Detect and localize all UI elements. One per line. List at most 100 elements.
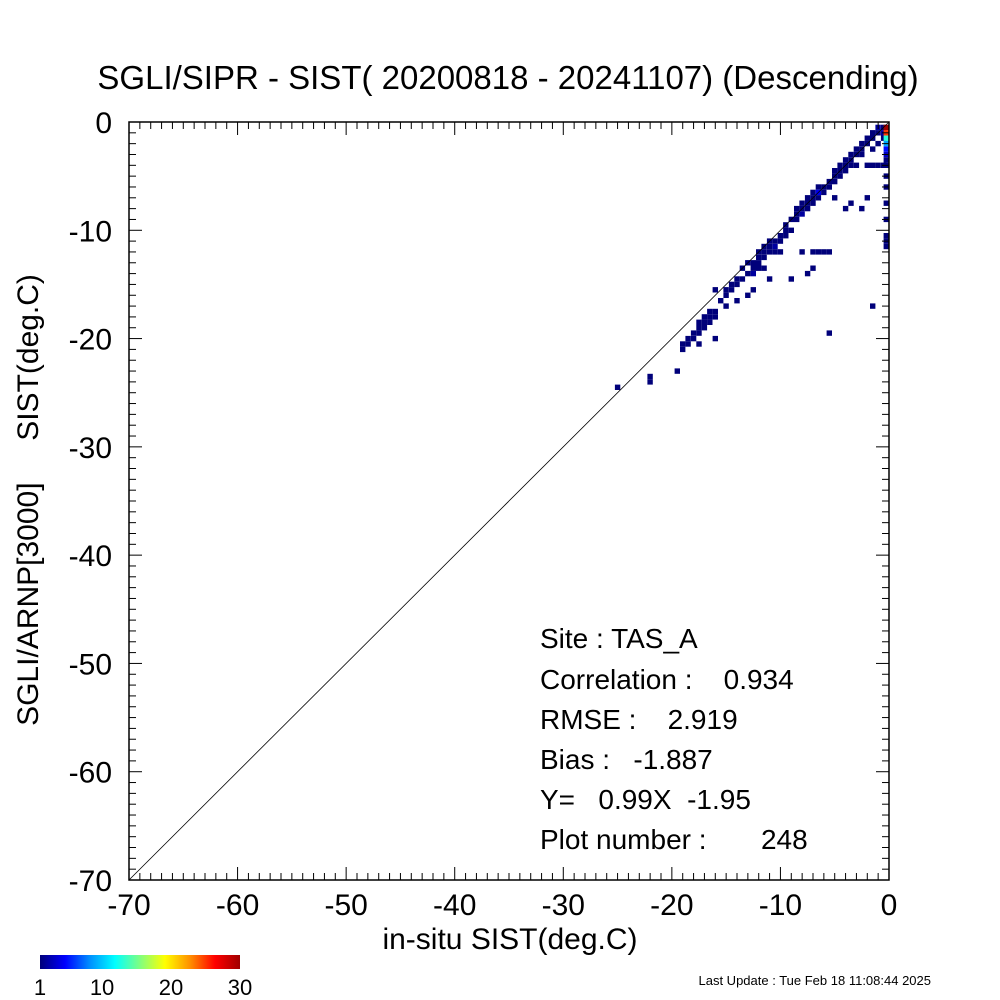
density-bin <box>870 146 876 152</box>
density-bin <box>690 335 697 342</box>
density-bin <box>794 205 800 212</box>
density-bin <box>723 287 729 293</box>
x-tick-label: -10 <box>759 889 802 922</box>
density-bin <box>842 157 849 163</box>
colorbar-tick-label: 1 <box>34 975 46 1000</box>
density-bin <box>837 162 843 168</box>
density-bin <box>848 200 854 206</box>
density-bin <box>745 292 751 298</box>
density-bin <box>875 140 881 147</box>
density-bin <box>674 368 680 374</box>
density-bin <box>810 265 816 271</box>
density-bin <box>701 314 708 320</box>
density-bin <box>883 146 889 152</box>
density-bin <box>614 384 621 390</box>
density-bin <box>837 173 843 179</box>
density-bin <box>647 373 653 380</box>
stats-bias: Bias : -1.887 <box>540 744 713 775</box>
stats-correlation: Correlation : 0.934 <box>540 664 794 695</box>
density-bin <box>728 287 735 293</box>
density-bin <box>810 249 816 255</box>
x-tick-label: -70 <box>107 889 150 922</box>
density-bin <box>647 379 653 385</box>
density-bin <box>826 184 832 190</box>
density-bin <box>832 178 838 185</box>
density-bin <box>804 195 811 201</box>
density-bin <box>883 157 889 163</box>
minor-ticks <box>129 122 889 880</box>
density-bin <box>723 303 729 309</box>
density-bin <box>696 341 702 347</box>
density-bin <box>842 205 849 212</box>
density-bin <box>826 249 832 255</box>
density-bin <box>821 249 827 255</box>
y-tick-label: -30 <box>69 432 112 465</box>
density-bin <box>821 189 827 196</box>
colorbar <box>40 955 240 969</box>
density-bin <box>772 249 778 255</box>
density-bin <box>815 195 822 201</box>
density-bin <box>826 330 832 336</box>
y-tick-label: -40 <box>69 540 112 573</box>
density-bin <box>804 270 811 277</box>
density-bin <box>756 265 762 271</box>
y-tick-label: -70 <box>69 865 112 898</box>
density-bin <box>761 249 767 255</box>
density-bin <box>772 238 778 244</box>
x-axis-title: in-situ SIST(deg.C) <box>382 923 637 956</box>
x-tick-labels: -70 -60 -50 -40 -30 -20 -10 0 <box>107 889 897 922</box>
density-bin <box>783 227 789 233</box>
one-to-one-line <box>128 121 890 881</box>
density-bin <box>810 189 816 196</box>
density-bin <box>870 162 876 168</box>
colorbar-tick-label: 10 <box>90 975 114 1000</box>
density-bin <box>788 227 794 233</box>
x-tick-label: -50 <box>324 889 367 922</box>
density-bin <box>761 254 767 261</box>
density-bin <box>734 298 740 304</box>
density-bin <box>680 341 686 347</box>
density-bin <box>701 319 708 325</box>
density-bin <box>680 346 686 353</box>
last-update-text: Last Update : Tue Feb 18 11:08:44 2025 <box>699 973 932 988</box>
colorbar-tick-label: 20 <box>159 975 183 1000</box>
y-tick-label: -10 <box>69 215 112 248</box>
density-bin <box>794 216 800 223</box>
density-bin <box>810 200 816 206</box>
density-bin <box>853 146 860 152</box>
stats-site: Site : TAS_A <box>540 623 698 654</box>
density-bin <box>799 200 805 206</box>
density-bin <box>756 254 762 261</box>
density-bin <box>750 265 756 271</box>
y-tick-label: -20 <box>69 324 112 357</box>
density-bin <box>777 238 784 244</box>
density-bin <box>859 151 865 158</box>
density-bin <box>853 162 860 168</box>
y-tick-label: -50 <box>69 648 112 681</box>
y-axis-title: SGLI/ARNP[3000] SIST(deg.C) <box>12 274 45 726</box>
colorbar-labels: 1 10 20 30 <box>34 975 252 1000</box>
density-bin <box>859 205 865 212</box>
density-bin <box>761 265 767 271</box>
density-bin <box>712 287 718 293</box>
density-bin <box>848 151 854 158</box>
density-bin <box>750 287 756 293</box>
stats-plot-number: Plot number : 248 <box>540 824 808 855</box>
density-bin <box>832 168 838 174</box>
density-bin <box>712 335 718 342</box>
density-bin <box>883 233 889 239</box>
density-bin <box>864 135 870 141</box>
stats-panel: Site : TAS_A Correlation : 0.934 RMSE : … <box>540 623 808 855</box>
density-bin <box>707 319 713 325</box>
density-bin <box>707 314 713 320</box>
density-bin <box>870 130 876 136</box>
x-tick-label: -20 <box>650 889 693 922</box>
density-bin <box>864 162 870 168</box>
density-bin <box>701 325 708 331</box>
density-bin <box>832 195 838 201</box>
density-bin <box>772 243 778 250</box>
density-bin <box>848 162 854 168</box>
density-bin <box>859 140 865 147</box>
density-bin <box>723 292 729 298</box>
